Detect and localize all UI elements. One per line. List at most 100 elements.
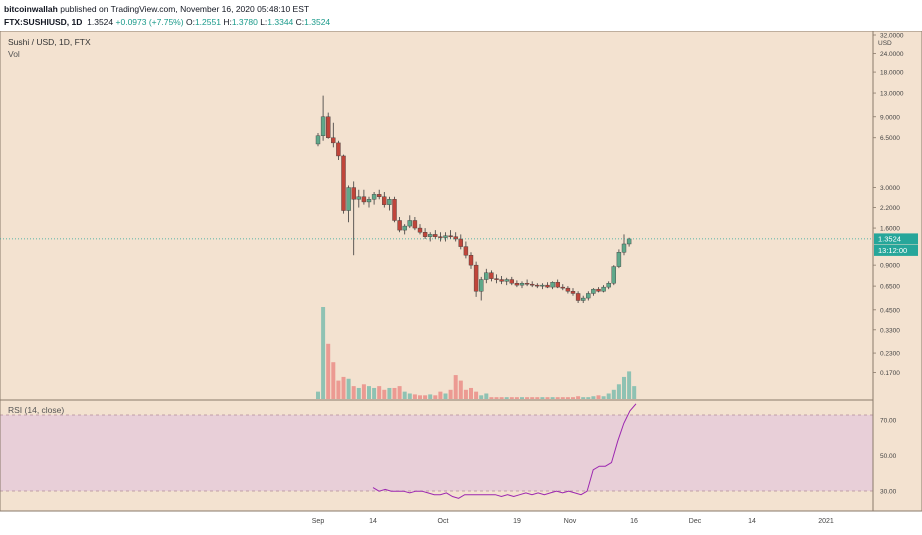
candle-body: [535, 284, 540, 287]
candle-body: [341, 155, 346, 211]
time-axis[interactable]: [0, 511, 922, 530]
candle-body: [448, 235, 453, 237]
chart-canvas[interactable]: Sushi / USD, 1D, FTX Vol RSI (14, close)…: [0, 30, 922, 530]
volume-bar: [550, 397, 555, 399]
published-text: published on TradingView.com, November 1…: [60, 4, 310, 14]
volume-bar: [448, 389, 453, 399]
candle-body: [356, 196, 361, 200]
candle: [336, 140, 341, 161]
candle-body: [320, 116, 326, 136]
price-axis[interactable]: [873, 31, 922, 511]
candle: [428, 232, 433, 242]
candle-body: [489, 272, 494, 279]
rsi-tick-label: 50.00: [880, 453, 897, 460]
candle-body: [392, 199, 397, 221]
chart-frame: Sushi / USD, 1D, FTX Vol RSI (14, close)…: [0, 30, 922, 530]
volume-bar: [458, 380, 463, 399]
volume-bar: [504, 397, 509, 399]
volume-bar: [412, 394, 417, 399]
candle-body: [606, 283, 611, 288]
candle-body: [499, 279, 504, 282]
time-tick-label: 14: [369, 518, 377, 525]
candle: [453, 232, 458, 242]
candle: [407, 215, 412, 229]
volume-bar: [525, 397, 530, 399]
ohlc-close-value: 1.3524: [304, 17, 331, 27]
candle: [433, 230, 438, 240]
candle: [326, 112, 331, 139]
volume-bar: [596, 395, 601, 399]
candle: [586, 291, 591, 301]
candle: [616, 249, 622, 269]
candle-body: [371, 194, 377, 200]
volume-bar: [336, 380, 341, 399]
candle-body: [443, 235, 448, 238]
volume-bar: [321, 307, 326, 399]
volume-bar: [361, 384, 366, 399]
candle-body: [412, 220, 418, 229]
price-tick-label: 0.2300: [880, 351, 900, 358]
price-tick-label: 6.5000: [880, 135, 900, 142]
candle: [565, 286, 571, 294]
price-pane[interactable]: [0, 31, 873, 400]
candle: [315, 132, 321, 147]
candle: [581, 295, 586, 304]
time-tick-label: Dec: [689, 518, 702, 525]
price-tick-label: 24.0000: [880, 51, 904, 58]
candle-body: [550, 282, 555, 288]
ohlc-values: O:1.2551 H:1.3780 L:1.3344 C:1.3524: [186, 17, 330, 27]
author-name: bitcoinwallah: [4, 4, 58, 14]
volume-bar: [377, 386, 382, 399]
volume-bar: [443, 393, 448, 399]
volume-bar: [560, 397, 565, 399]
candle-body: [626, 238, 632, 245]
candle: [438, 232, 443, 242]
candle-body: [616, 252, 622, 267]
price-tick-label: 1.6000: [880, 226, 900, 233]
candle: [550, 281, 555, 290]
candle: [387, 196, 392, 211]
candle-body: [438, 236, 443, 238]
symbol-label: FTX:SUSHIUSD, 1D: [4, 17, 83, 27]
candle-body: [417, 227, 423, 233]
candle-body: [336, 142, 341, 157]
candle: [458, 234, 463, 250]
volume-bar: [586, 397, 591, 399]
volume-bar: [397, 386, 402, 399]
time-tick-label: Sep: [312, 518, 325, 525]
candle-body: [484, 272, 489, 280]
candle: [331, 122, 336, 148]
candle: [443, 232, 448, 242]
candle-body: [560, 286, 565, 289]
price-tick-label: 0.6500: [880, 284, 900, 291]
price-tick-label: 18.0000: [880, 70, 904, 77]
volume-bar: [372, 387, 377, 399]
volume-bar: [351, 386, 356, 399]
candle: [479, 276, 484, 301]
ohlc-open-key: O:: [185, 17, 195, 27]
volume-bar: [520, 397, 524, 399]
candle-body: [473, 264, 479, 292]
volume-bar: [576, 396, 581, 399]
rsi-band: [0, 415, 873, 491]
candle: [494, 274, 499, 284]
legend-title: Sushi / USD, 1D, FTX: [8, 37, 91, 47]
candle-body: [514, 283, 520, 286]
candle: [570, 288, 576, 296]
ohlc-line: FTX:SUSHIUSD, 1D 1.3524 +0.0973 (+7.75%)…: [4, 17, 330, 27]
candle: [575, 291, 581, 304]
candle-body: [377, 194, 382, 197]
ohlc-open-value: 1.2551: [194, 17, 221, 27]
volume-bar: [494, 397, 499, 399]
candle-body: [361, 196, 367, 203]
candle-body: [545, 284, 550, 288]
candle: [402, 224, 407, 235]
rsi-tick-label: 30.00: [880, 489, 897, 496]
candle: [560, 284, 565, 291]
time-tick-label: Oct: [438, 518, 449, 525]
ohlc-high-key: H:: [223, 17, 232, 27]
volume-bar: [555, 397, 560, 399]
candle: [519, 281, 525, 289]
candle-body: [601, 286, 606, 292]
candle: [320, 95, 326, 141]
